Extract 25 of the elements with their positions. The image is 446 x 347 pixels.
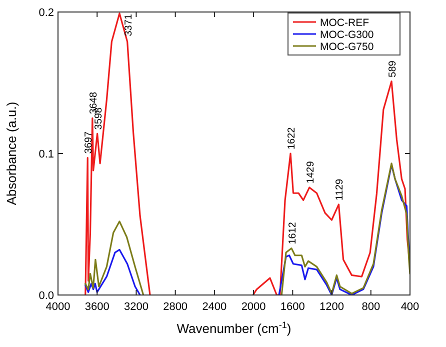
annotation: 589	[388, 60, 399, 78]
legend-label: MOC-G300	[320, 29, 374, 41]
annotation: 1429	[305, 160, 316, 184]
annotation: 1622	[286, 126, 298, 150]
x-tick-label: 3200	[124, 301, 148, 313]
legend-label: MOC-REF	[320, 17, 369, 29]
annotation: 1612	[287, 222, 298, 244]
x-tick-label: 2400	[202, 301, 227, 313]
x-tick-label: 3600	[84, 301, 110, 313]
y-axis-title: Absorbance (a.u.)	[4, 102, 19, 206]
x-tick-label: 400	[400, 301, 420, 313]
annotation: 3697	[84, 131, 95, 154]
x-tick-label: 2800	[163, 301, 188, 313]
annotation: 1129	[334, 178, 346, 200]
x-tick-label: 1200	[320, 301, 344, 313]
x-tick-label: 2000	[241, 301, 266, 313]
x-tick-label: 800	[362, 301, 380, 313]
legend-label: MOC-G750	[320, 41, 374, 53]
annotation: 3371	[124, 14, 134, 36]
y-tick-label: 0.1	[38, 148, 54, 160]
x-tick-label: 1600	[280, 301, 305, 313]
y-tick-label: 0.2	[38, 7, 54, 19]
x-tick-label: 4000	[46, 301, 70, 313]
x-axis-title: Wavenumber (cm$^{-1}$)	[176, 320, 292, 336]
y-tick-label: 0.0	[38, 290, 54, 302]
